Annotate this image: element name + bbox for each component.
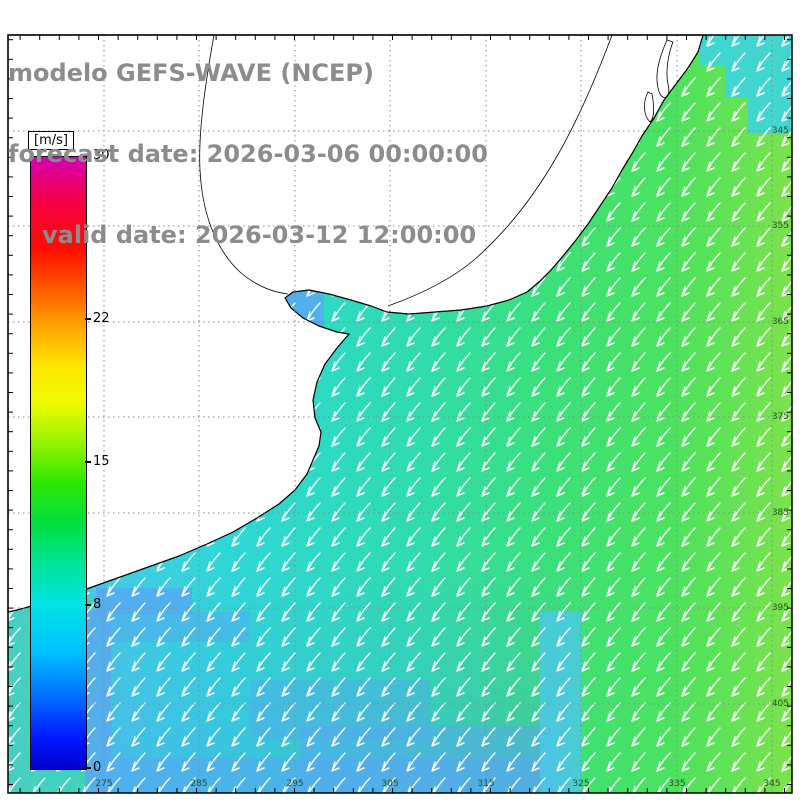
axis-label-bottom: 345 xyxy=(763,779,781,789)
colorbar-gradient xyxy=(30,156,87,770)
axis-label-right: 365 xyxy=(771,317,789,327)
colorbar-tick-8: 8 xyxy=(85,597,101,612)
coastline-landmass xyxy=(7,34,704,613)
axis-label-right: 355 xyxy=(771,221,789,231)
axis-label-bottom: 285 xyxy=(190,779,208,789)
colorbar-tick-label: 8 xyxy=(93,597,102,612)
valid-date-line: valid date: 2026-03-12 12:00:00 xyxy=(42,221,477,249)
axis-label-bottom: 305 xyxy=(381,779,399,789)
colorbar-unit-label: [m/s] xyxy=(28,131,74,150)
forecast-date-line: forecast date: 2026-03-06 00:00:00 xyxy=(8,140,488,168)
axis-label-right: 385 xyxy=(771,508,789,518)
axis-label-right: 345 xyxy=(771,126,789,136)
axis-label-right: 395 xyxy=(771,603,789,613)
colorbar-tick-0: 0 xyxy=(85,760,101,775)
river-lines xyxy=(199,34,613,307)
model-title: modelo GEFS-WAVE (NCEP) xyxy=(8,59,374,87)
colorbar-tick-15: 15 xyxy=(85,454,110,469)
colorbar-tick-label: 30 xyxy=(93,148,110,163)
colorbar-tick-label: 22 xyxy=(93,311,110,326)
grid-lines xyxy=(8,35,792,793)
frame-ruler-ticks xyxy=(8,35,792,793)
axis-label-right: 405 xyxy=(771,699,789,709)
lagoon-outlines xyxy=(644,39,674,123)
colorbar-tick-22: 22 xyxy=(85,311,110,326)
axis-label-right: 375 xyxy=(771,412,789,422)
axis-label-bottom: 315 xyxy=(477,779,495,789)
axis-label-bottom: 335 xyxy=(668,779,686,789)
colorbar-tick-30: 30 xyxy=(85,148,110,163)
colorbar-tick-label: 0 xyxy=(93,760,102,775)
axis-label-bottom: 295 xyxy=(286,779,304,789)
plot-header: modelo GEFS-WAVE (NCEP) forecast date: 2… xyxy=(8,6,488,303)
axis-label-bottom: 325 xyxy=(572,779,590,789)
axis-label-bottom: 275 xyxy=(95,779,113,789)
colorbar-tick-label: 15 xyxy=(93,454,110,469)
